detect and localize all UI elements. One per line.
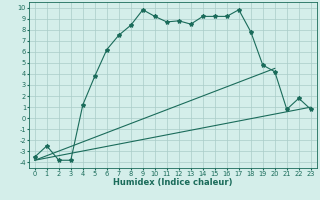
- X-axis label: Humidex (Indice chaleur): Humidex (Indice chaleur): [113, 178, 233, 187]
